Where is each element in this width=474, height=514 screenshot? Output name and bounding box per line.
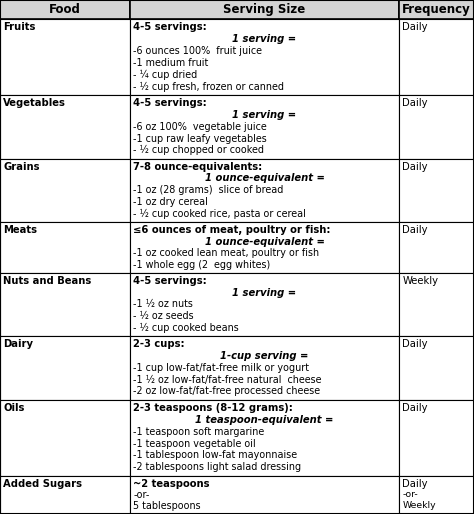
Bar (0, 95, 130, 159)
Text: ≤6 ounces of meat, poultry or fish:: ≤6 ounces of meat, poultry or fish: (133, 225, 331, 235)
Text: Frequency: Frequency (402, 3, 471, 16)
Bar (130, 222, 399, 273)
Text: 1 serving =: 1 serving = (232, 110, 297, 120)
Text: - ½ cup chopped or cooked: - ½ cup chopped or cooked (133, 145, 264, 155)
Text: 7-8 ounce-equivalents:: 7-8 ounce-equivalents: (133, 162, 263, 172)
Bar (0, 336, 130, 400)
Text: Weekly: Weekly (402, 276, 438, 286)
Text: Nuts and Beans: Nuts and Beans (3, 276, 91, 286)
Bar (130, 19, 399, 95)
Text: -1 teaspoon vegetable oil: -1 teaspoon vegetable oil (133, 438, 256, 449)
Text: Dairy: Dairy (3, 339, 33, 350)
Bar (399, 0, 474, 19)
Text: 1 serving =: 1 serving = (232, 34, 297, 44)
Text: Weekly: Weekly (402, 501, 436, 510)
Text: -1 ½ oz low-fat/fat-free natural  cheese: -1 ½ oz low-fat/fat-free natural cheese (133, 375, 322, 384)
Text: -1 whole egg (2  egg whites): -1 whole egg (2 egg whites) (133, 260, 271, 270)
Text: - ½ cup cooked beans: - ½ cup cooked beans (133, 323, 239, 333)
Bar (399, 336, 474, 400)
Text: -or-: -or- (402, 490, 418, 499)
Bar (0, 19, 130, 95)
Text: -6 ounces 100%  fruit juice: -6 ounces 100% fruit juice (133, 46, 262, 56)
Text: -1 oz (28 grams)  slice of bread: -1 oz (28 grams) slice of bread (133, 185, 283, 195)
Text: Serving Size: Serving Size (223, 3, 306, 16)
Text: 2-3 teaspoons (8-12 grams):: 2-3 teaspoons (8-12 grams): (133, 403, 293, 413)
Text: Daily: Daily (402, 403, 428, 413)
Text: 4-5 servings:: 4-5 servings: (133, 22, 207, 32)
Text: -2 tablespoons light salad dressing: -2 tablespoons light salad dressing (133, 463, 301, 472)
Text: -or-: -or- (133, 490, 150, 500)
Text: -1 ½ oz nuts: -1 ½ oz nuts (133, 300, 193, 309)
Text: 1 ounce-equivalent =: 1 ounce-equivalent = (205, 237, 324, 247)
Text: Daily: Daily (402, 162, 428, 172)
Text: Daily: Daily (402, 22, 428, 32)
Text: 2-3 cups:: 2-3 cups: (133, 339, 185, 350)
Bar (130, 336, 399, 400)
Text: -1 oz cooked lean meat, poultry or fish: -1 oz cooked lean meat, poultry or fish (133, 248, 319, 258)
Bar (130, 273, 399, 336)
Text: 1 serving =: 1 serving = (232, 288, 297, 298)
Text: 1 ounce-equivalent =: 1 ounce-equivalent = (205, 174, 324, 183)
Text: ~2 teaspoons: ~2 teaspoons (133, 479, 210, 489)
Bar (130, 0, 399, 19)
Text: Daily: Daily (402, 98, 428, 108)
Bar (0, 0, 130, 19)
Bar (399, 95, 474, 159)
Text: Grains: Grains (3, 162, 40, 172)
Text: 4-5 servings:: 4-5 servings: (133, 276, 207, 286)
Text: Daily: Daily (402, 479, 428, 489)
Bar (0, 159, 130, 222)
Bar (130, 400, 399, 476)
Text: Added Sugars: Added Sugars (3, 479, 82, 489)
Text: -1 medium fruit: -1 medium fruit (133, 58, 209, 68)
Text: Daily: Daily (402, 339, 428, 350)
Bar (399, 222, 474, 273)
Text: 5 tablespoons: 5 tablespoons (133, 501, 201, 511)
Text: - ½ cup cooked rice, pasta or cereal: - ½ cup cooked rice, pasta or cereal (133, 209, 306, 219)
Bar (0, 400, 130, 476)
Text: 1-cup serving =: 1-cup serving = (220, 351, 309, 361)
Bar (130, 95, 399, 159)
Bar (399, 19, 474, 95)
Bar (399, 476, 474, 514)
Text: - ¼ cup dried: - ¼ cup dried (133, 70, 198, 80)
Text: -1 cup raw leafy vegetables: -1 cup raw leafy vegetables (133, 134, 267, 143)
Text: -6 oz 100%  vegetable juice: -6 oz 100% vegetable juice (133, 122, 267, 132)
Bar (0, 273, 130, 336)
Text: Meats: Meats (3, 225, 37, 235)
Text: Oils: Oils (3, 403, 25, 413)
Text: -1 cup low-fat/fat-free milk or yogurt: -1 cup low-fat/fat-free milk or yogurt (133, 363, 309, 373)
Bar (0, 476, 130, 514)
Text: 4-5 servings:: 4-5 servings: (133, 98, 207, 108)
Text: - ½ oz seeds: - ½ oz seeds (133, 311, 194, 321)
Bar (399, 159, 474, 222)
Bar (130, 476, 399, 514)
Text: -1 teaspoon soft margarine: -1 teaspoon soft margarine (133, 427, 264, 437)
Text: Food: Food (49, 3, 81, 16)
Text: Daily: Daily (402, 225, 428, 235)
Text: 1 teaspoon-equivalent =: 1 teaspoon-equivalent = (195, 415, 334, 425)
Text: - ½ cup fresh, frozen or canned: - ½ cup fresh, frozen or canned (133, 82, 284, 91)
Text: -2 oz low-fat/fat-free processed cheese: -2 oz low-fat/fat-free processed cheese (133, 387, 320, 396)
Bar (0, 222, 130, 273)
Text: -1 oz dry cereal: -1 oz dry cereal (133, 197, 208, 207)
Text: Fruits: Fruits (3, 22, 36, 32)
Text: -1 tablespoon low-fat mayonnaise: -1 tablespoon low-fat mayonnaise (133, 450, 297, 461)
Text: Vegetables: Vegetables (3, 98, 66, 108)
Bar (130, 159, 399, 222)
Bar (399, 273, 474, 336)
Bar (399, 400, 474, 476)
